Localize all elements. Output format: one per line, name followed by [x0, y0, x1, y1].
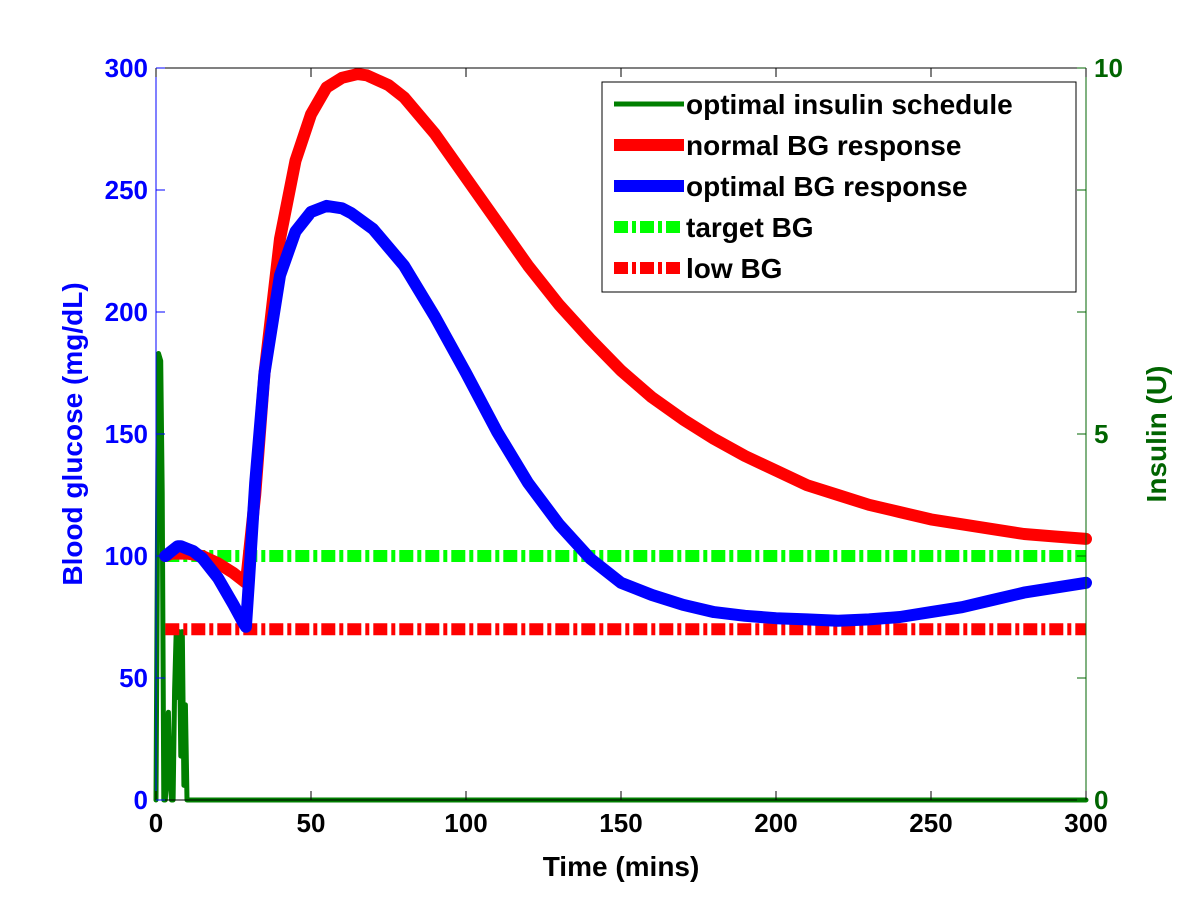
- left-y-tick-label: 200: [105, 297, 148, 327]
- x-tick-label: 100: [444, 808, 487, 838]
- legend-label-low-bg: low BG: [686, 253, 782, 284]
- x-tick-label: 300: [1064, 808, 1107, 838]
- legend-label-optimal-bg-response: optimal BG response: [686, 171, 968, 202]
- legend-label-optimal-insulin-schedule: optimal insulin schedule: [686, 89, 1013, 120]
- series-line-optimal-bg-response: [159, 199, 1092, 633]
- series-line-normal-bg-response: [159, 68, 1092, 589]
- series-line-optimal-insulin-schedule: [153, 351, 1089, 803]
- right-y-tick-label: 5: [1094, 419, 1108, 449]
- x-tick-label: 150: [599, 808, 642, 838]
- x-tick-label: 200: [754, 808, 797, 838]
- legend-label-target-bg: target BG: [686, 212, 814, 243]
- legend-label-normal-bg-response: normal BG response: [686, 130, 961, 161]
- series-layer: [153, 68, 1092, 803]
- x-tick-label: 0: [149, 808, 163, 838]
- left-y-tick-label: 0: [134, 785, 148, 815]
- right-y-axis-label: Insulin (U): [1141, 366, 1172, 503]
- legend: optimal insulin schedule normal BG respon…: [601, 81, 1077, 293]
- x-tick-label: 250: [909, 808, 952, 838]
- left-y-tick-label: 250: [105, 175, 148, 205]
- left-y-tick-label: 50: [119, 663, 148, 693]
- right-y-tick-label: 0: [1094, 785, 1108, 815]
- left-y-tick-label: 100: [105, 541, 148, 571]
- left-y-tick-label: 300: [105, 53, 148, 83]
- x-axis-label: Time (mins): [543, 851, 700, 882]
- left-y-tick-label: 150: [105, 419, 148, 449]
- right-y-tick-label: 10: [1094, 53, 1123, 83]
- left-y-axis-label: Blood glucose (mg/dL): [57, 282, 88, 585]
- x-tick-label: 50: [297, 808, 326, 838]
